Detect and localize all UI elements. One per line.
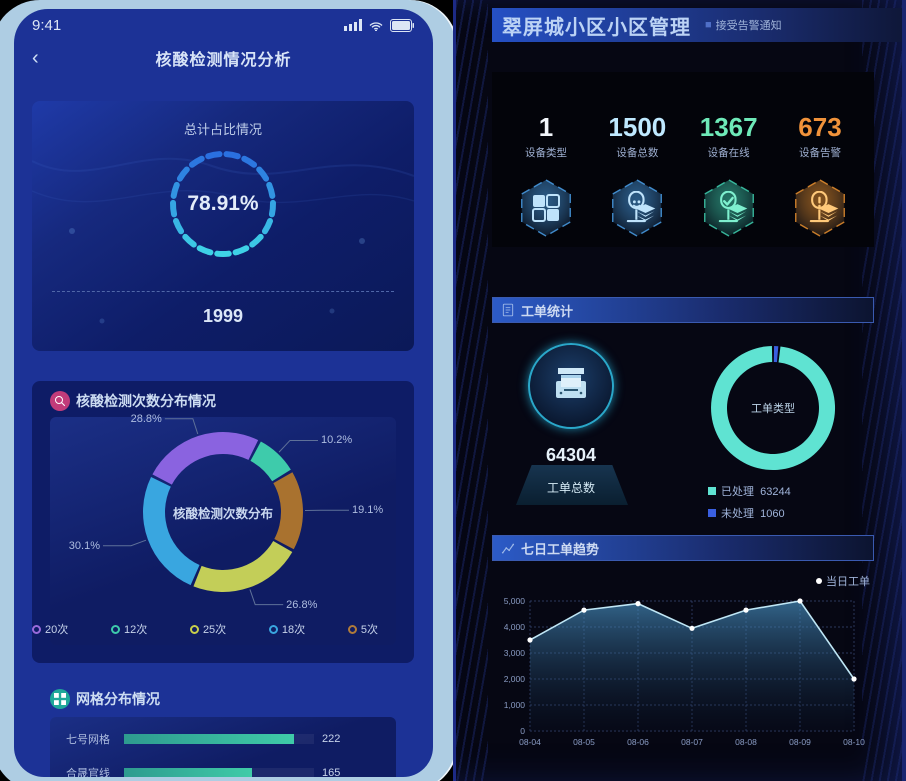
svg-text:08-05: 08-05 bbox=[573, 737, 595, 747]
svg-text:08-06: 08-06 bbox=[627, 737, 649, 747]
svg-text:08-07: 08-07 bbox=[681, 737, 703, 747]
svg-text:0: 0 bbox=[520, 726, 525, 736]
svg-text:2,000: 2,000 bbox=[504, 674, 526, 684]
svg-text:1,000: 1,000 bbox=[504, 700, 526, 710]
svg-text:3,000: 3,000 bbox=[504, 648, 526, 658]
svg-text:5,000: 5,000 bbox=[504, 596, 526, 606]
svg-text:08-10: 08-10 bbox=[843, 737, 865, 747]
svg-text:08-08: 08-08 bbox=[735, 737, 757, 747]
svg-text:4,000: 4,000 bbox=[504, 622, 526, 632]
svg-text:08-09: 08-09 bbox=[789, 737, 811, 747]
svg-text:08-04: 08-04 bbox=[519, 737, 541, 747]
